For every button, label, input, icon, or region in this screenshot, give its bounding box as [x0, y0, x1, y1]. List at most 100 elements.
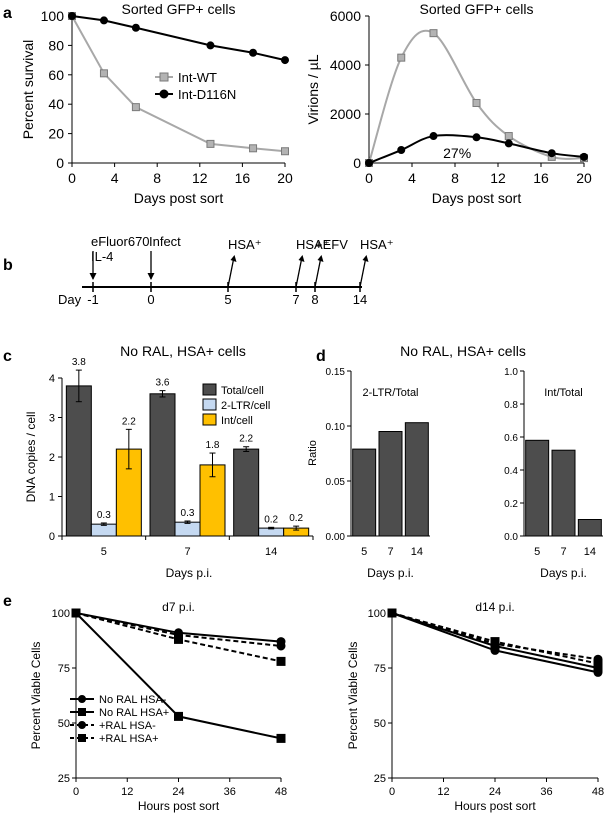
c-legend-label: 2-LTR/cell [221, 400, 270, 412]
a-right-data-point [397, 53, 406, 62]
d-right-bar [577, 519, 602, 537]
c-bar-2-ltr-cell [90, 523, 117, 537]
e-left-data-point [276, 656, 286, 666]
a-right-series-line-1 [368, 29, 585, 164]
a-left-x-tick-label: 12 [192, 170, 208, 186]
d-left-bar [404, 422, 429, 537]
a-right-y-label: Virions / µL [305, 54, 321, 124]
a-left-y-tick-label: 100 [41, 8, 65, 24]
c-data-label: 0.3 [181, 508, 195, 519]
e-left-x-tick-label: 0 [73, 786, 79, 798]
e-left-data-point [276, 641, 286, 651]
a-right-x-tick-label: 8 [451, 170, 459, 186]
c-data-label: 3.8 [72, 357, 86, 368]
a-left-x-tick-label: 20 [277, 170, 293, 186]
a-left-legend-marker [159, 89, 169, 99]
panel-letter-c: c [3, 348, 12, 365]
a-left-y-tick-label: 20 [48, 126, 64, 142]
timeline-day-value: 14 [353, 292, 367, 307]
timeline-event-label: +EFV [315, 237, 348, 252]
panel-letter-d: d [316, 348, 326, 365]
a-left-legend-label: Int-D116N [178, 87, 236, 102]
c-legend-swatch [202, 398, 217, 411]
d-right-y-tick-label: 0.8 [504, 400, 518, 411]
e-left-data-point [71, 608, 81, 618]
a-right-data-point [472, 133, 481, 142]
timeline-event-label: eFluor670 [91, 234, 150, 249]
a-left-legend-label: Int-WT [178, 70, 217, 85]
c-title: No RAL, HSA+ cells [120, 343, 246, 359]
c-data-label: 2.2 [239, 434, 253, 445]
e-left-x-tick-label: 24 [172, 786, 184, 798]
e-right-y-tick-label: 100 [368, 608, 386, 620]
a-right-data-point [397, 146, 406, 155]
a-left-data-point [99, 16, 108, 25]
c-data-label: 0.2 [264, 514, 278, 525]
a-left-title: Sorted GFP+ cells [122, 1, 236, 17]
c-data-label: 1.8 [206, 440, 220, 451]
a-right-title: Sorted GFP+ cells [420, 1, 534, 17]
timeline-arrowhead [89, 273, 97, 280]
d-left-bar [352, 448, 377, 537]
timeline-arrowhead [147, 273, 155, 280]
c-x-tick-label: 14 [265, 546, 277, 558]
c-bar-total-cell [149, 393, 176, 537]
a-right-annotation: 27% [443, 145, 471, 161]
e-right-data-point [593, 659, 603, 669]
timeline-arrowhead [230, 255, 237, 262]
c-legend-swatch [202, 383, 217, 396]
d-right-y-tick-label: 0.2 [504, 499, 518, 510]
d-left-x-tick-label: 14 [411, 546, 423, 558]
a-left-y-tick-label: 60 [48, 67, 64, 83]
a-left-y-tick-label: 0 [56, 155, 64, 171]
e-right-y-label: Percent Viable Cells [346, 642, 360, 750]
d-left-x-tick-label: 7 [387, 546, 393, 558]
a-right-y-tick-label: 2000 [330, 106, 361, 122]
c-bar-total-cell [233, 448, 260, 537]
d-right-x-tick-label: 5 [534, 546, 540, 558]
e-right-x-label: Hours post sort [454, 799, 536, 813]
a-right-data-point [365, 159, 373, 167]
e-left-legend-marker [78, 695, 86, 703]
c-data-label: 0.3 [97, 510, 111, 521]
a-left-y-label: Percent survival [20, 40, 36, 140]
a-left-series-line-2 [71, 15, 286, 62]
a-right-data-point [504, 139, 513, 148]
a-right-x-label: Days post sort [432, 190, 522, 206]
d-right-x-tick-label: 7 [560, 546, 566, 558]
timeline-event-label: HSA⁺ [296, 237, 330, 252]
e-left-data-point [174, 634, 183, 644]
c-y-tick-label: 3 [49, 413, 55, 425]
c-bar-2-ltr-cell [174, 521, 201, 537]
timeline-arrowhead [317, 255, 324, 262]
e-left-legend-label: +RAL HSA+ [99, 733, 159, 745]
e-left-title: d7 p.i. [162, 600, 195, 614]
c-y-tick-label: 2 [49, 452, 55, 464]
e-right-x-tick-label: 48 [592, 786, 604, 798]
d-left-x-tick-label: 5 [361, 546, 367, 558]
a-left-data-point [131, 103, 140, 112]
a-right-x-tick-label: 4 [408, 170, 416, 186]
d-right-subtitle: Int/Total [544, 387, 583, 399]
c-data-label: 0.2 [289, 513, 303, 524]
c-data-label: 2.2 [122, 416, 136, 427]
a-right-data-point [547, 149, 556, 158]
a-right-data-point [429, 132, 438, 141]
timeline-event-label: HSA⁺ [228, 237, 262, 252]
e-right-y-tick-label: 75 [374, 663, 386, 675]
timeline-day-value: 0 [147, 292, 154, 307]
e-right-x-tick-label: 0 [389, 786, 395, 798]
a-left-series-line-1 [71, 15, 286, 153]
timeline-day-value: 8 [311, 292, 318, 307]
d-left-y-tick-label: 0.15 [326, 367, 346, 378]
timeline-event-label: Infect [149, 234, 181, 249]
a-left-legend-marker [159, 72, 169, 82]
a-left-data-point [99, 69, 108, 78]
a-right-x-tick-label: 0 [365, 170, 373, 186]
a-right-data-point [429, 29, 438, 38]
e-left-y-tick-label: 50 [58, 718, 70, 730]
e-left-data-point [276, 733, 286, 743]
panel-letter-a: a [3, 5, 12, 22]
a-left-y-tick-label: 80 [48, 37, 64, 53]
d-left-y-tick-label: 0.05 [326, 477, 346, 488]
